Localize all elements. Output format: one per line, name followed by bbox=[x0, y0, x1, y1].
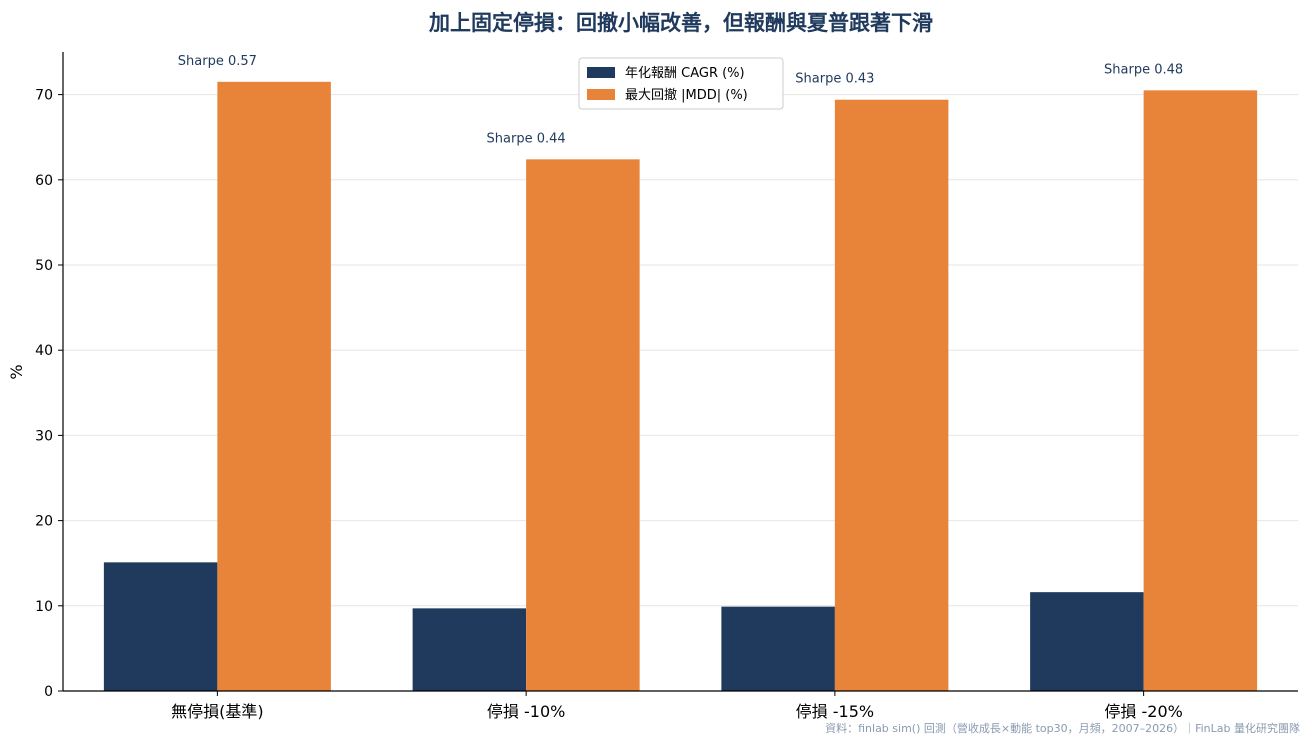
x-tick-labels: 無停損(基準) 停損 -10% 停損 -15% 停損 -20% bbox=[171, 702, 1183, 721]
bars bbox=[103, 81, 1258, 692]
sharpe-annotations: Sharpe 0.57 Sharpe 0.44 Sharpe 0.43 Sharpe … bbox=[178, 54, 1183, 147]
y-tick-label: 20 bbox=[35, 514, 53, 530]
axes bbox=[58, 52, 1298, 696]
y-tick-label: 30 bbox=[35, 428, 53, 444]
sharpe-annotation: Sharpe 0.44 bbox=[487, 131, 566, 146]
bar-cagr bbox=[412, 608, 527, 691]
y-tick-label: 50 bbox=[35, 258, 53, 274]
y-tick-label: 60 bbox=[35, 173, 53, 189]
chart-title: 加上固定停損：回撤小幅改善，但報酬與夏普跟著下滑 bbox=[428, 11, 933, 35]
x-tick-label: 停損 -10% bbox=[487, 702, 565, 721]
sharpe-annotation: Sharpe 0.43 bbox=[795, 72, 874, 87]
legend-box bbox=[578, 57, 784, 110]
bar-cagr bbox=[1030, 592, 1144, 691]
legend-swatch bbox=[587, 67, 615, 78]
y-axis-label: % bbox=[7, 364, 26, 379]
source-note: 資料：finlab sim() 回測（營收成長×動能 top30，月頻，2007… bbox=[825, 721, 1300, 735]
legend-swatch bbox=[587, 89, 615, 100]
y-tick-label: 10 bbox=[35, 599, 53, 615]
bar-mdd bbox=[834, 99, 949, 692]
legend-label: 最大回撤 |MDD| (%) bbox=[625, 87, 748, 103]
x-tick-label: 無停損(基準) bbox=[171, 702, 264, 721]
bar-cagr bbox=[721, 606, 835, 691]
x-tick-label: 停損 -15% bbox=[796, 702, 874, 721]
y-tick-labels: 0 10 20 30 40 50 60 70 bbox=[35, 88, 53, 700]
bar-mdd bbox=[526, 159, 640, 692]
legend-label: 年化報酬 CAGR (%) bbox=[625, 66, 745, 81]
y-tick-label: 70 bbox=[35, 88, 53, 104]
legend: 年化報酬 CAGR (%) 最大回撤 |MDD| (%) bbox=[578, 57, 784, 110]
bar-cagr bbox=[103, 562, 218, 691]
y-tick-label: 0 bbox=[44, 684, 53, 700]
y-tick-label: 40 bbox=[35, 343, 53, 359]
bar-mdd bbox=[1143, 90, 1258, 692]
sharpe-annotation: Sharpe 0.48 bbox=[1104, 62, 1183, 77]
bar-mdd bbox=[217, 81, 331, 691]
x-tick-label: 停損 -20% bbox=[1104, 702, 1182, 721]
sharpe-annotation: Sharpe 0.57 bbox=[178, 54, 257, 69]
